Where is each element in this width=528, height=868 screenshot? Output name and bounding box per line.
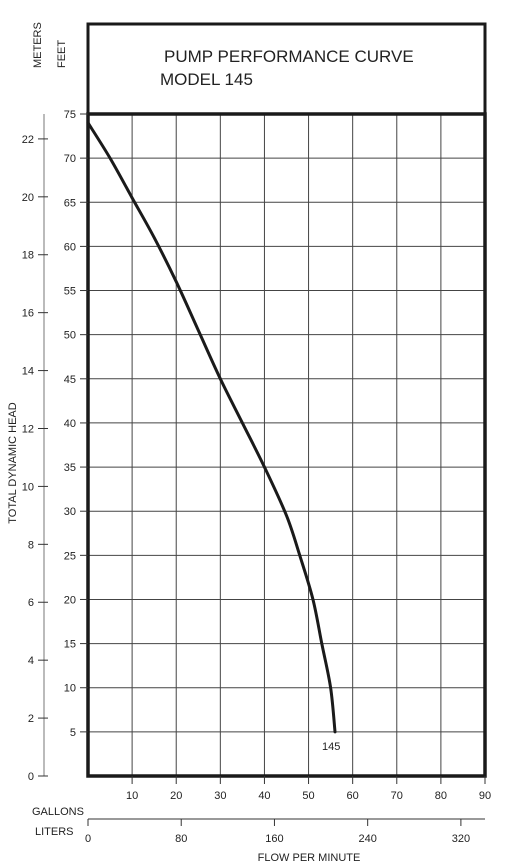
gallons-axis: 10 20 30 40 50 60 70 80 90 — [126, 776, 491, 802]
gallons-tick-label: 60 — [347, 790, 359, 802]
feet-axis-label: FEET — [56, 40, 68, 68]
plot-frame — [86, 112, 487, 778]
feet-tick-label: 55 — [64, 286, 76, 298]
feet-tick-label: 60 — [64, 241, 76, 253]
chart-title-line2: MODEL 145 — [160, 70, 253, 89]
liters-label: LITERS — [35, 826, 74, 838]
feet-tick-label: 25 — [64, 550, 76, 562]
liters-tick-label: 320 — [452, 833, 470, 845]
feet-tick-label: 5 — [70, 727, 76, 739]
meters-tick-label: 14 — [22, 366, 34, 378]
plot-grid — [88, 114, 485, 776]
feet-tick-label: 40 — [64, 418, 76, 430]
gallons-tick-label: 50 — [302, 790, 314, 802]
meters-tick-label: 10 — [22, 481, 34, 493]
meters-tick-label: 4 — [28, 655, 34, 667]
y-axis-title: TOTAL DYNAMIC HEAD — [7, 402, 19, 523]
meters-tick-label: 0 — [28, 771, 34, 783]
feet-tick-label: 65 — [64, 197, 76, 209]
meters-tick-label: 12 — [22, 423, 34, 435]
meters-tick-label: 8 — [28, 539, 34, 551]
gallons-label: GALLONS — [32, 806, 84, 818]
liters-axis: 0 80 160 240 320 — [85, 819, 470, 845]
gallons-tick-label: 40 — [258, 790, 270, 802]
meters-tick-label: 2 — [28, 713, 34, 725]
meters-tick-label: 18 — [22, 250, 34, 262]
feet-tick-label: 45 — [64, 374, 76, 386]
liters-tick-label: 80 — [175, 833, 187, 845]
gallons-tick-label: 20 — [170, 790, 182, 802]
feet-tick-label: 20 — [64, 594, 76, 606]
series-line-145 — [86, 121, 337, 734]
gallons-tick-label: 30 — [214, 790, 226, 802]
title-box — [86, 22, 487, 116]
gallons-tick-label: 70 — [391, 790, 403, 802]
gallons-tick-label: 10 — [126, 790, 138, 802]
feet-axis: 5 10 15 20 25 30 35 40 45 50 55 60 65 70 75 — [64, 109, 88, 739]
feet-tick-label: 75 — [64, 109, 76, 121]
gallons-tick-label: 90 — [479, 790, 491, 802]
feet-tick-label: 70 — [64, 153, 76, 165]
feet-tick-label: 10 — [64, 683, 76, 695]
feet-tick-label: 50 — [64, 330, 76, 342]
liters-tick-label: 160 — [265, 833, 283, 845]
liters-tick-label: 240 — [358, 833, 376, 845]
liters-tick-label: 0 — [85, 833, 91, 845]
series-layer: 145 — [86, 121, 340, 753]
meters-tick-label: 16 — [22, 308, 34, 320]
feet-tick-label: 15 — [64, 639, 76, 651]
gallons-tick-label: 80 — [435, 790, 447, 802]
meters-tick-label: 6 — [28, 597, 34, 609]
feet-tick-label: 35 — [64, 462, 76, 474]
meters-tick-label: 20 — [22, 192, 34, 204]
feet-tick-label: 30 — [64, 506, 76, 518]
meters-axis-label: METERS — [32, 22, 44, 68]
series-label-145: 145 — [322, 741, 340, 753]
meters-axis: 0 2 4 6 8 10 12 14 16 18 20 22 — [22, 114, 48, 783]
x-axis-title: FLOW PER MINUTE — [258, 852, 361, 864]
chart-title-line1: PUMP PERFORMANCE CURVE — [164, 47, 414, 66]
meters-tick-label: 22 — [22, 134, 34, 146]
